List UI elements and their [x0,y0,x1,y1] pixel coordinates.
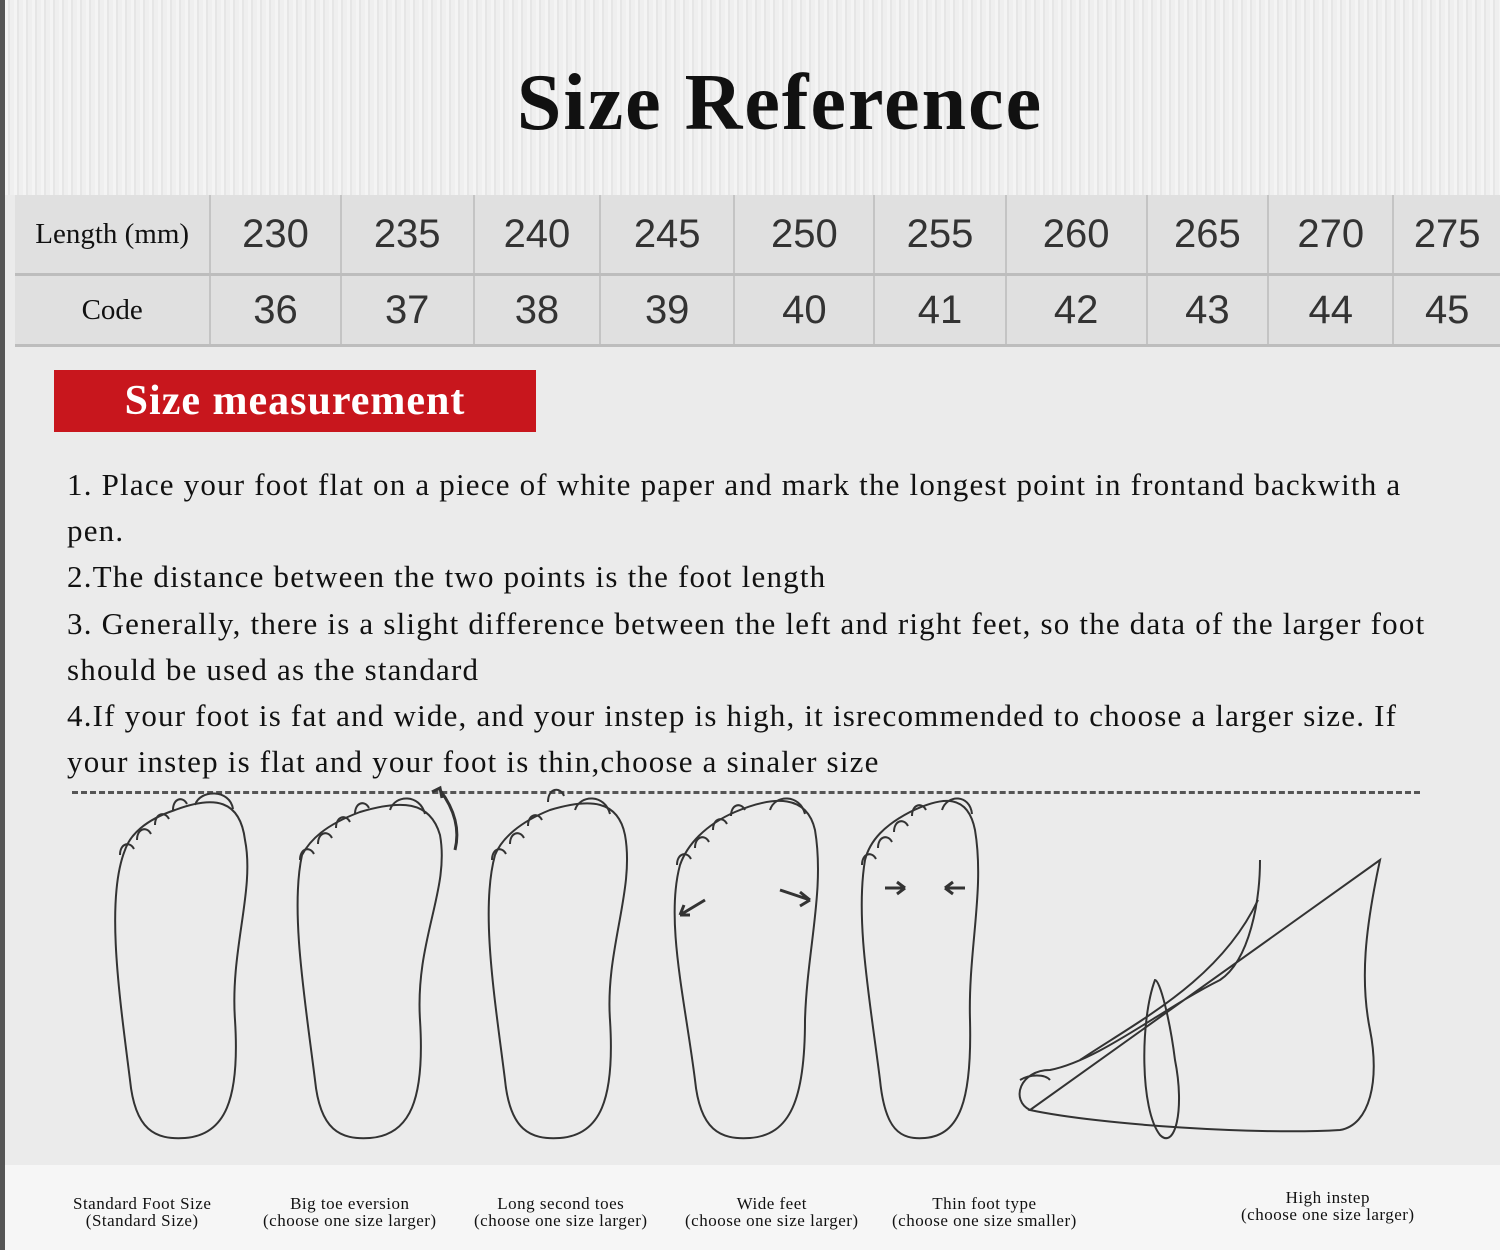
code-cell: 36 [211,276,342,344]
caption-note: (choose one size larger) [1241,1205,1415,1224]
code-cell: 38 [475,276,602,344]
header-band [5,0,1500,195]
caption-title: Standard Foot Size [73,1194,212,1213]
length-cell: 275 [1413,211,1481,256]
length-cell: 230 [211,195,342,273]
measurement-steps: 1. Place your foot flat on a piece of wh… [67,462,1447,785]
caption-title: Thin foot type [932,1194,1037,1213]
caption-title: High instep [1285,1188,1370,1207]
code-row: Code 36 37 38 39 40 41 42 43 44 45 [15,276,1500,347]
caption-note: (choose one size smaller) [892,1211,1077,1230]
caption-title: Big toe eversion [290,1194,410,1213]
code-cell: 40 [735,276,876,344]
caption-big-toe: Big toe eversion (choose one size larger) [263,1195,437,1229]
length-cell: 240 [475,195,602,273]
length-cell: 265 [1148,195,1270,273]
size-table: Length (mm) 230 235 240 245 250 255 260 265 270 27… [15,195,1500,347]
code-cell: 42 [1007,276,1148,344]
caption-standard: Standard Foot Size (Standard Size) [73,1195,211,1229]
step-1: 1. Place your foot flat on a piece of wh… [67,467,1402,549]
length-cell: 255 [875,195,1007,273]
row-header: Length (mm) [15,195,212,273]
standard-foot-drawing [114,792,249,1140]
step-4: 4.If your foot is fat and wide, and your… [67,698,1398,780]
length-cell: 260 [1007,195,1148,273]
caption-title: Long second toes [497,1194,625,1213]
big-toe-eversion-drawing [296,785,459,1140]
thin-foot-drawing [860,797,980,1140]
caption-note: (choose one size larger) [263,1211,437,1230]
length-cell: 235 [342,195,475,273]
long-second-toe-drawing [487,788,629,1140]
wide-foot-drawing [673,797,820,1140]
length-row: Length (mm) 230 235 240 245 250 255 260 265 270 27… [15,195,1500,276]
caption-high-instep: High instep (choose one size larger) [1241,1189,1415,1223]
step-2: 2.The distance between the two points is… [67,559,827,595]
dashed-divider [72,791,1420,794]
code-cell: 39 [601,276,736,344]
caption-title: Wide feet [736,1194,807,1213]
length-cell: 270 [1269,195,1395,273]
row-header: Code [15,276,212,344]
code-cell: 41 [875,276,1007,344]
code-cell: 45 [1424,287,1470,332]
code-cell: 43 [1148,276,1270,344]
code-cell: 37 [342,276,475,344]
caption-note: (Standard Size) [85,1211,199,1230]
caption-thin: Thin foot type (choose one size smaller) [892,1195,1077,1229]
step-3: 3. Generally, there is a slight differen… [67,605,1426,687]
caption-long-second-toe: Long second toes (choose one size larger) [474,1195,648,1229]
caption-wide: Wide feet (choose one size larger) [685,1195,859,1229]
foot-illustrations [114,785,1382,1140]
page-title: Size Reference [516,59,1044,147]
caption-note: (choose one size larger) [685,1211,859,1230]
caption-note: (choose one size larger) [474,1211,648,1230]
caption-strip: Standard Foot Size (Standard Size) Big to… [5,1165,1500,1250]
high-instep-drawing [1018,857,1382,1139]
left-border [0,0,5,1250]
code-cell: 44 [1269,276,1395,344]
length-cell: 245 [601,195,736,273]
length-cell: 250 [735,195,876,273]
size-measurement-badge: Size measurement [54,370,536,432]
